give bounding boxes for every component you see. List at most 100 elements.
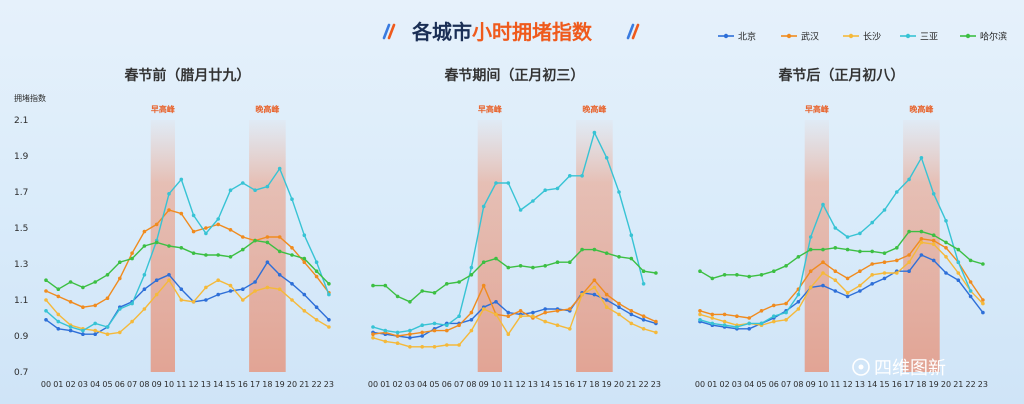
data-point bbox=[772, 303, 776, 308]
data-point bbox=[592, 292, 597, 297]
data-point bbox=[142, 287, 147, 292]
data-point bbox=[981, 298, 985, 302]
x-tick-label: 08 bbox=[466, 380, 476, 389]
data-point bbox=[142, 244, 147, 248]
data-point bbox=[907, 253, 911, 257]
data-point bbox=[494, 256, 498, 261]
data-point bbox=[710, 321, 715, 326]
legend: 北京 武汉 长沙 三亚 哈尔滨 bbox=[718, 31, 1007, 43]
x-tick-label: 17 bbox=[577, 380, 587, 389]
data-point bbox=[105, 273, 110, 277]
x-tick-label: 01 bbox=[380, 380, 390, 389]
x-tick-label: 04 bbox=[744, 380, 754, 389]
data-point bbox=[395, 294, 400, 299]
x-tick-label: 03 bbox=[405, 380, 415, 389]
data-point bbox=[93, 280, 97, 284]
data-point bbox=[882, 276, 887, 281]
data-point bbox=[543, 307, 547, 311]
legend-swatch-dot bbox=[965, 33, 971, 39]
data-point bbox=[265, 285, 270, 290]
data-point bbox=[641, 327, 646, 331]
peak-band bbox=[903, 120, 940, 372]
x-tick-label: 20 bbox=[614, 380, 624, 389]
data-point bbox=[710, 276, 715, 281]
data-point bbox=[833, 278, 838, 283]
data-point bbox=[580, 292, 584, 297]
data-point bbox=[592, 130, 597, 135]
x-tick-label: 15 bbox=[879, 380, 889, 389]
data-point bbox=[142, 229, 147, 234]
data-point bbox=[420, 323, 425, 328]
legend-label: 北京 bbox=[738, 31, 756, 43]
data-point bbox=[469, 265, 474, 270]
data-point bbox=[314, 274, 319, 279]
data-point bbox=[919, 240, 924, 245]
data-point bbox=[543, 264, 547, 268]
x-tick-label: 20 bbox=[287, 380, 297, 389]
data-point bbox=[105, 325, 110, 329]
data-point bbox=[604, 156, 609, 160]
data-point bbox=[629, 309, 634, 313]
data-point bbox=[469, 318, 474, 322]
data-point bbox=[555, 260, 560, 265]
data-point bbox=[371, 336, 375, 340]
data-point bbox=[747, 327, 751, 331]
data-point bbox=[968, 294, 973, 299]
data-point bbox=[118, 307, 122, 311]
data-point bbox=[772, 314, 776, 319]
main-title: 各城市小时拥堵指数 bbox=[411, 20, 593, 44]
data-point bbox=[204, 253, 208, 257]
data-point bbox=[617, 301, 621, 306]
data-point bbox=[241, 235, 245, 239]
panel-title: 春节后（正月初八） bbox=[777, 67, 904, 84]
data-point bbox=[506, 181, 511, 185]
data-point bbox=[56, 294, 61, 299]
data-point bbox=[371, 325, 375, 329]
panel: 春节期间（正月初三） 00 01 02 03 04 05 06 07 08 09 10 11 12 13 14… bbox=[368, 67, 661, 389]
data-point bbox=[56, 327, 61, 331]
data-point bbox=[457, 280, 461, 284]
data-point bbox=[722, 273, 727, 277]
data-point bbox=[44, 278, 48, 283]
data-point bbox=[290, 298, 294, 302]
series-line bbox=[45, 167, 330, 332]
y-tick-label: 0.7 bbox=[14, 368, 28, 378]
data-point bbox=[808, 247, 813, 252]
x-tick-label: 12 bbox=[843, 380, 853, 389]
data-point bbox=[154, 292, 159, 297]
data-point bbox=[56, 312, 61, 317]
x-tick-label: 14 bbox=[540, 380, 550, 389]
x-tick-label: 20 bbox=[941, 380, 951, 389]
x-tick-label: 17 bbox=[250, 380, 260, 389]
data-point bbox=[747, 316, 751, 320]
data-point bbox=[481, 260, 486, 265]
data-point bbox=[253, 188, 257, 192]
data-point bbox=[919, 156, 924, 160]
x-tick-label: 08 bbox=[139, 380, 149, 389]
data-point bbox=[383, 283, 388, 288]
data-point bbox=[858, 289, 862, 293]
data-point bbox=[654, 319, 658, 324]
data-point bbox=[408, 345, 412, 349]
data-point bbox=[604, 305, 609, 310]
x-tick-label: 22 bbox=[639, 380, 649, 389]
data-point bbox=[179, 211, 184, 216]
data-point bbox=[796, 300, 801, 304]
x-tick-label: 01 bbox=[707, 380, 717, 389]
data-point bbox=[654, 330, 658, 335]
data-point bbox=[722, 312, 727, 317]
x-tick-label: 21 bbox=[953, 380, 963, 389]
x-tick-label: 23 bbox=[651, 380, 661, 389]
data-point bbox=[845, 294, 850, 299]
series-line bbox=[373, 248, 657, 303]
data-point bbox=[277, 235, 282, 239]
data-point bbox=[592, 285, 597, 290]
data-point bbox=[241, 247, 245, 252]
data-point bbox=[228, 289, 233, 293]
data-point bbox=[956, 271, 961, 275]
data-point bbox=[68, 328, 73, 333]
data-point bbox=[907, 229, 911, 234]
data-point bbox=[314, 260, 319, 265]
data-point bbox=[981, 310, 985, 315]
